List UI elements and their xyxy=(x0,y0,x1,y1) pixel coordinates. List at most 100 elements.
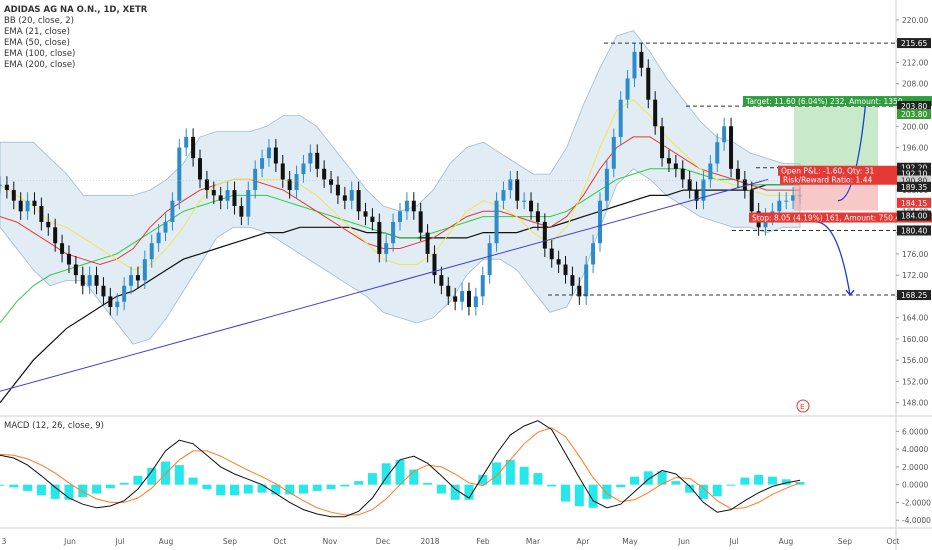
macd-line-signal[interactable] xyxy=(0,427,801,516)
x-tick-label: Feb xyxy=(476,537,490,546)
macd-histogram-bar xyxy=(271,484,281,495)
x-tick-label: Aug xyxy=(159,537,174,546)
candle-body xyxy=(246,190,251,217)
x-tick-label: May xyxy=(622,537,638,546)
legend-ema21[interactable]: EMA (21, close) xyxy=(4,27,70,37)
target-label: Target: 11.60 (6.04%) 232, Amount: 1350 xyxy=(745,97,903,106)
candle-body xyxy=(487,243,492,276)
macd-histogram-bar xyxy=(492,462,502,485)
macd-tick-label: 4.0000 xyxy=(902,445,928,454)
y-tick-label: 196.00 xyxy=(902,144,928,153)
candle-body xyxy=(363,211,368,217)
arrowhead-down xyxy=(845,289,855,297)
macd-line-macd[interactable] xyxy=(0,420,801,518)
macd-tick-label: -4.0000 xyxy=(902,516,931,525)
candle-body xyxy=(218,195,223,201)
ema-line-ema-100-close-[interactable] xyxy=(0,168,800,324)
candle-body xyxy=(480,275,485,297)
candle-body xyxy=(115,301,120,308)
macd-histogram-bar xyxy=(105,484,115,489)
candle-body xyxy=(287,179,292,191)
legend-ema50[interactable]: EMA (50, close) xyxy=(4,38,70,48)
candle-body xyxy=(18,200,23,212)
candle-body xyxy=(446,285,451,297)
macd-histogram-bar xyxy=(726,484,736,486)
candle-body xyxy=(570,275,575,286)
price-marker[interactable]: 192.10 xyxy=(901,170,927,179)
price-marker[interactable]: 192.20 xyxy=(901,164,927,173)
price-marker-bg xyxy=(897,38,931,49)
x-tick-label: Oct xyxy=(887,537,900,546)
macd-histogram-bar xyxy=(767,476,777,485)
earnings-marker-icon[interactable]: E xyxy=(796,399,810,413)
candle-body xyxy=(722,126,727,143)
price-marker[interactable]: 168.25 xyxy=(901,291,927,300)
x-tick-label: Jun xyxy=(63,537,76,546)
x-tick-label: Jul xyxy=(728,537,738,546)
x-tick-label: Oct xyxy=(274,537,287,546)
candle-body xyxy=(673,163,678,169)
candle-body xyxy=(301,163,306,175)
y-tick-label: 156.00 xyxy=(902,356,928,365)
candle-body xyxy=(701,179,706,201)
candle-body xyxy=(460,291,465,302)
macd-tick-label: -2.0000 xyxy=(902,498,931,507)
candle-body xyxy=(425,232,430,254)
candle-body xyxy=(184,136,189,148)
macd-histogram-bar xyxy=(450,484,460,500)
ema-line-ema-50-close-[interactable] xyxy=(0,136,800,266)
price-marker[interactable]: 203.80 xyxy=(901,102,927,111)
legend-bb[interactable]: BB (20, close, 2) xyxy=(4,16,74,26)
legend-ema100[interactable]: EMA (100, close) xyxy=(4,49,76,59)
candle-body xyxy=(370,216,375,222)
candle-body xyxy=(329,179,334,185)
price-marker-bg xyxy=(897,168,931,179)
candle-body xyxy=(273,147,278,164)
y-tick-label: 164.00 xyxy=(902,314,928,323)
price-marker[interactable]: 180.40 xyxy=(901,226,927,235)
price-marker[interactable]: 189.35 xyxy=(901,183,927,192)
candle-body xyxy=(225,190,230,201)
macd-legend[interactable]: MACD (12, 26, close, 9) xyxy=(4,421,104,431)
macd-histogram-bar xyxy=(243,484,253,494)
candle-body xyxy=(94,275,99,286)
indicator-legend: ADIDAS AG NA O.N., 1D, XETR BB (20, clos… xyxy=(4,5,147,71)
ema-line-ema-21-close-[interactable] xyxy=(0,99,800,271)
macd-histogram-bar xyxy=(340,484,350,487)
price-marker[interactable]: 203.80 xyxy=(901,110,927,119)
x-tick-label: Jul xyxy=(114,537,124,546)
y-tick-label: 152.00 xyxy=(902,377,928,386)
price-marker[interactable]: 190.80 xyxy=(901,176,927,185)
legend-ema200[interactable]: EMA (200, close) xyxy=(4,60,76,70)
candle-body xyxy=(280,163,285,180)
price-marker[interactable]: 184.15 xyxy=(901,199,927,208)
macd-histogram-bar xyxy=(36,484,46,496)
y-tick-label: 176.00 xyxy=(902,250,928,259)
macd-histogram-bar xyxy=(119,482,129,485)
macd-histogram-bar xyxy=(478,474,488,485)
target-zone[interactable] xyxy=(794,106,878,168)
x-tick-label: Mar xyxy=(526,537,541,546)
projection-down-arrow[interactable] xyxy=(815,221,851,296)
candle-body xyxy=(749,190,754,212)
price-marker[interactable]: 184.00 xyxy=(901,212,927,221)
macd-histogram-bar xyxy=(588,484,598,508)
macd-histogram-bar xyxy=(781,479,791,485)
candle-body xyxy=(163,221,168,233)
support-trendline[interactable] xyxy=(0,178,769,413)
candle-body xyxy=(135,275,140,281)
macd-histogram-bar xyxy=(409,469,419,485)
macd-histogram-bar xyxy=(643,471,653,485)
candle-body xyxy=(80,275,85,286)
price-marker-bg xyxy=(897,101,931,112)
candle-body xyxy=(266,147,271,159)
candle-body xyxy=(101,285,106,297)
candle-body xyxy=(646,67,651,100)
macd-histogram-bar xyxy=(574,484,584,506)
candle-body xyxy=(0,184,2,186)
candle-body xyxy=(46,221,51,228)
candle-body xyxy=(204,179,209,191)
price-marker[interactable]: 215.65 xyxy=(901,39,927,48)
candle-body xyxy=(494,200,499,244)
